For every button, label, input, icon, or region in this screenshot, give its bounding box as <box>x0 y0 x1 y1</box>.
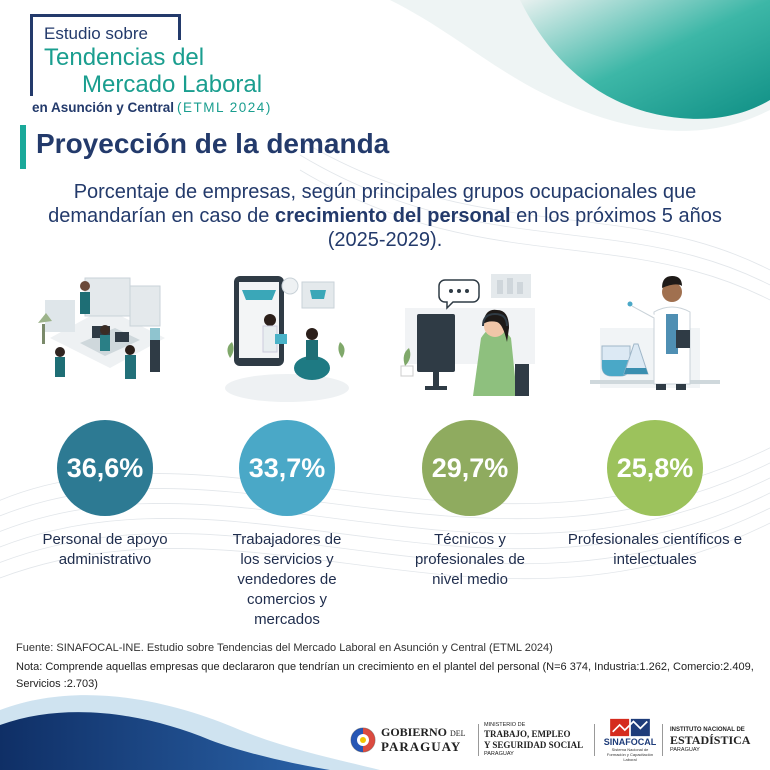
footer-source: Fuente: SINAFOCAL-INE. Estudio sobre Ten… <box>16 642 553 654</box>
subtitle-part2: en los próximos 5 años (2025-2029). <box>327 205 722 251</box>
subtitle: Porcentaje de empresas, según principale… <box>20 180 750 252</box>
top-right-wave <box>390 0 770 131</box>
occupation-label: Trabajadores de los servicios y vendedor… <box>232 531 342 628</box>
ministry-small: MINISTERIO DE <box>484 722 526 728</box>
occupation-card-admin: 36,6% Personal de apoyo administrativo <box>15 268 195 570</box>
institution-logos: GOBIERNO DEL PARAGUAY MINISTERIO DE TRAB… <box>350 718 760 762</box>
logo-divider <box>662 724 663 756</box>
occupation-label: Personal de apoyo administrativo <box>42 531 168 568</box>
logo-divider <box>594 724 595 756</box>
study-logo-frame <box>30 14 181 96</box>
ine-small: INSTITUTO NACIONAL DE <box>670 727 745 733</box>
study-title-line1: Estudio sobre <box>44 24 148 43</box>
study-logo: Estudio sobre Tendencias del Mercado Lab… <box>30 14 310 122</box>
occupation-label: Técnicos y profesionales de nivel medio <box>414 531 526 588</box>
percentage-circle: 29,7% <box>422 420 518 516</box>
paraguay-seal-icon <box>350 727 376 753</box>
sinafocal-mark-icon <box>610 718 650 737</box>
gov-line1: GOBIERNO <box>381 725 448 739</box>
ine-big: ESTADÍSTICA <box>670 733 751 747</box>
gov-del: DEL <box>450 729 466 738</box>
sinafocal-logo: SINAFOCAL Sistema Nacional de Formación … <box>602 718 658 762</box>
study-title-line3: Mercado Laboral <box>82 71 263 98</box>
ministry-line2: Y SEGURIDAD SOCIAL <box>484 740 584 750</box>
scientist-illustration-icon <box>590 276 720 390</box>
percentage-circle: 36,6% <box>57 420 153 516</box>
occupation-card-services: 33,7% Trabajadores de los servicios y ve… <box>197 268 377 630</box>
study-year: (ETML 2024) <box>177 100 272 115</box>
gobierno-logo: GOBIERNO DEL PARAGUAY <box>350 718 466 762</box>
study-location: en Asunción y Central <box>32 100 175 115</box>
online-shop-illustration-icon <box>225 276 349 402</box>
title-accent-bar <box>20 125 26 169</box>
subtitle-bold: crecimiento del personal <box>274 205 511 227</box>
subtitle-part1: Porcentaje de empresas, según principale… <box>48 181 697 227</box>
study-title-line2: Tendencias del <box>44 44 205 71</box>
office-team-illustration-icon <box>38 277 165 379</box>
percentage-circle: 33,7% <box>239 420 335 516</box>
ine-country: PARAGUAY <box>670 747 700 753</box>
study-title-line4: en Asunción y Central (ETML 2024) <box>32 100 272 115</box>
gov-line2: PARAGUAY <box>381 739 462 754</box>
page-title: Proyección de la demanda <box>36 128 390 159</box>
footer-note: Nota: Comprende aquellas empresas que de… <box>16 661 754 690</box>
occupation-card-scientists: 25,8% Profesionales científicos e intele… <box>565 268 745 570</box>
occupation-label: Profesionales científicos e intelectuale… <box>567 531 743 568</box>
ine-logo: INSTITUTO NACIONAL DE ESTADÍSTICA PARAGU… <box>670 718 750 762</box>
ministerio-trabajo-logo: MINISTERIO DE TRABAJO, EMPLEO Y SEGURIDA… <box>484 718 583 762</box>
ministry-country: PARAGUAY <box>484 751 514 757</box>
logo-divider <box>478 724 479 756</box>
sinafocal-name: SINAFOCAL <box>603 737 657 747</box>
ministry-line1: TRABAJO, EMPLEO <box>484 729 571 739</box>
occupation-card-technicians: 29,7% Técnicos y profesionales de nivel … <box>380 268 560 590</box>
sinafocal-subtitle: Sistema Nacional de Formación y Capacita… <box>606 747 654 762</box>
bottom-left-wave <box>0 695 380 770</box>
call-center-illustration-icon <box>400 274 535 396</box>
percentage-circle: 25,8% <box>607 420 703 516</box>
